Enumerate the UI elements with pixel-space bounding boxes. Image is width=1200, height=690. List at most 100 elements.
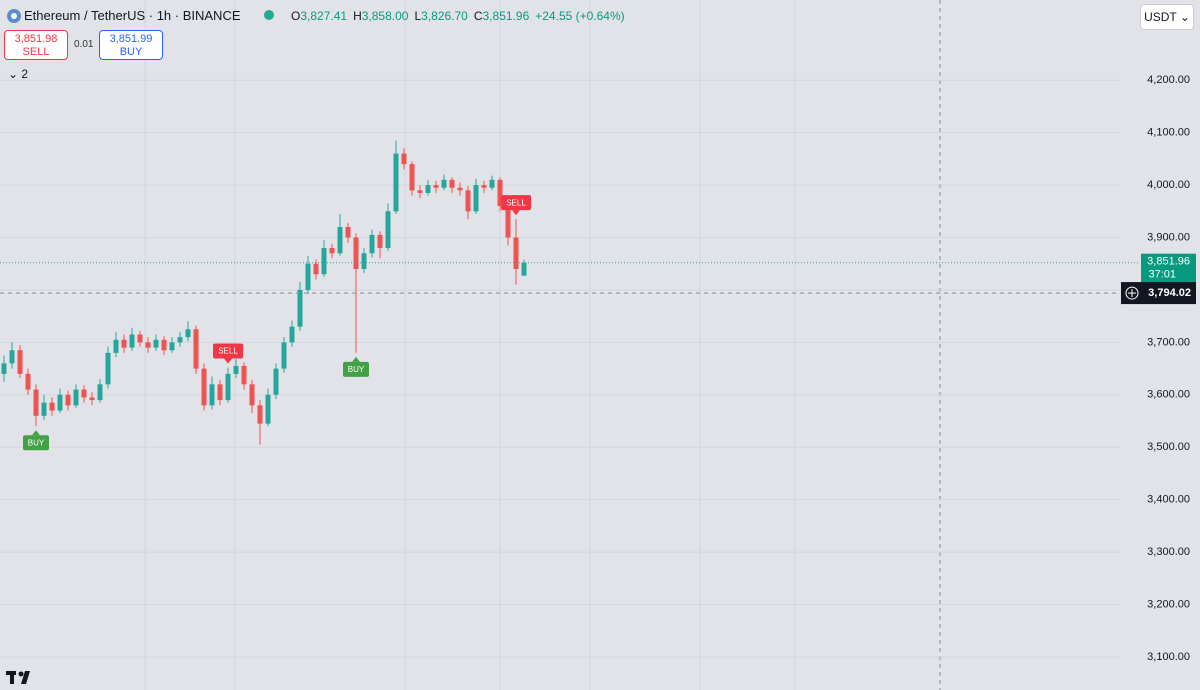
candle-body (241, 365, 247, 385)
logo-part (10, 671, 14, 684)
indicator-count: 2 (21, 67, 29, 81)
signal-box (23, 435, 49, 451)
candle-body (89, 397, 95, 401)
signal-label: BUY (348, 365, 365, 374)
candle-body (153, 339, 159, 348)
candle-body (273, 368, 279, 395)
indicators-toggle[interactable]: ⌄ 2 (8, 67, 29, 81)
symbol-title[interactable]: Ethereum / TetherUS · 1h · BINANCE (24, 8, 241, 23)
candle-body (473, 185, 479, 212)
last-price-box (1141, 253, 1196, 284)
y-tick-label: 3,400.00 (1147, 494, 1190, 506)
signal: BUY (23, 430, 49, 451)
candle-body (521, 262, 527, 276)
signal-label: BUY (28, 438, 45, 447)
candle-body (353, 237, 359, 269)
candle-body (33, 389, 39, 416)
y-tick-label: 3,200.00 (1147, 598, 1190, 610)
candle-body (425, 185, 431, 193)
candle-body (377, 234, 383, 249)
candle-body (1, 363, 7, 374)
y-tick-label: 4,100.00 (1147, 127, 1190, 139)
signal-label: SELL (218, 347, 238, 356)
candle-body (337, 227, 343, 254)
candle-body (41, 402, 47, 416)
countdown: 37:01 (1148, 269, 1176, 281)
candle-body (105, 352, 111, 385)
candle-body (297, 289, 303, 327)
candle-body (265, 394, 271, 424)
y-tick-label: 4,200.00 (1147, 74, 1190, 86)
crosshair-plus (1125, 286, 1139, 300)
candle-body (257, 405, 263, 424)
ohlc-value: 3,827.41 (300, 9, 348, 23)
last-price-label: 3,851.96 (1147, 256, 1190, 268)
signal-box (501, 195, 531, 211)
logo-part (21, 671, 30, 684)
candle-body (513, 237, 519, 269)
candle-body (481, 185, 487, 188)
ohlc-change: +24.55 (+0.64%) (535, 9, 625, 23)
currency-select[interactable]: USDT ⌄ (1140, 4, 1194, 30)
buy-price: 3,851.99 (109, 33, 153, 45)
sell-button[interactable]: 3,851.98 SELL (4, 30, 68, 60)
candle-body (9, 350, 15, 364)
candle-body (129, 334, 135, 348)
ohlc-key: L (414, 9, 422, 23)
candle-body (369, 234, 375, 254)
buy-button[interactable]: 3,851.99 BUY (99, 30, 163, 60)
candle-body (305, 263, 311, 290)
ohlc-key: O (291, 9, 301, 23)
candle-body (161, 339, 167, 351)
candle-body (97, 384, 103, 401)
candle-body (393, 153, 399, 212)
crosshair-box (1121, 282, 1196, 305)
signal-pointer (352, 356, 360, 362)
candle-body (289, 326, 295, 343)
candle-body (409, 164, 415, 191)
candle-body (433, 185, 439, 188)
y-tick-label: 3,900.00 (1147, 231, 1190, 243)
candle-body (225, 373, 231, 401)
candle-body (465, 190, 471, 212)
signal-box (343, 361, 369, 377)
candle-body (113, 339, 119, 353)
ohlc-key: C (473, 9, 483, 23)
candle-body (441, 179, 447, 188)
candle-body (137, 334, 143, 343)
buy-label: BUY (119, 46, 143, 58)
y-tick-label: 3,600.00 (1147, 389, 1190, 401)
candle-body (121, 339, 127, 348)
signal-label: SELL (506, 198, 526, 207)
candle-body (313, 263, 319, 275)
candle-body (401, 153, 407, 165)
y-tick-label: 3,500.00 (1147, 441, 1190, 453)
candle-body (457, 187, 463, 191)
candle-body (281, 342, 287, 369)
candle-body (329, 248, 335, 254)
candle-body (217, 384, 223, 401)
signal-pointer (32, 430, 40, 436)
signal-pointer (512, 210, 520, 216)
candle-body (65, 394, 71, 406)
ohlc-key: H (353, 9, 362, 23)
ohlc-value: 3,851.96 (482, 9, 530, 23)
candle-body (233, 365, 239, 374)
tv-logo (6, 671, 30, 684)
symbol-icon (7, 9, 21, 23)
y-tick-label: 3,100.00 (1147, 651, 1190, 663)
candle-body (201, 368, 207, 406)
sell-label: SELL (22, 46, 50, 58)
candle-body (321, 248, 327, 275)
candle-body (505, 206, 511, 238)
signal-box (213, 343, 243, 359)
candle-body (385, 211, 391, 249)
candle-body (145, 342, 151, 348)
signal: SELL (501, 195, 531, 216)
candle-body (57, 394, 63, 411)
sell-price: 3,851.98 (14, 33, 58, 45)
candle-body (193, 329, 199, 369)
